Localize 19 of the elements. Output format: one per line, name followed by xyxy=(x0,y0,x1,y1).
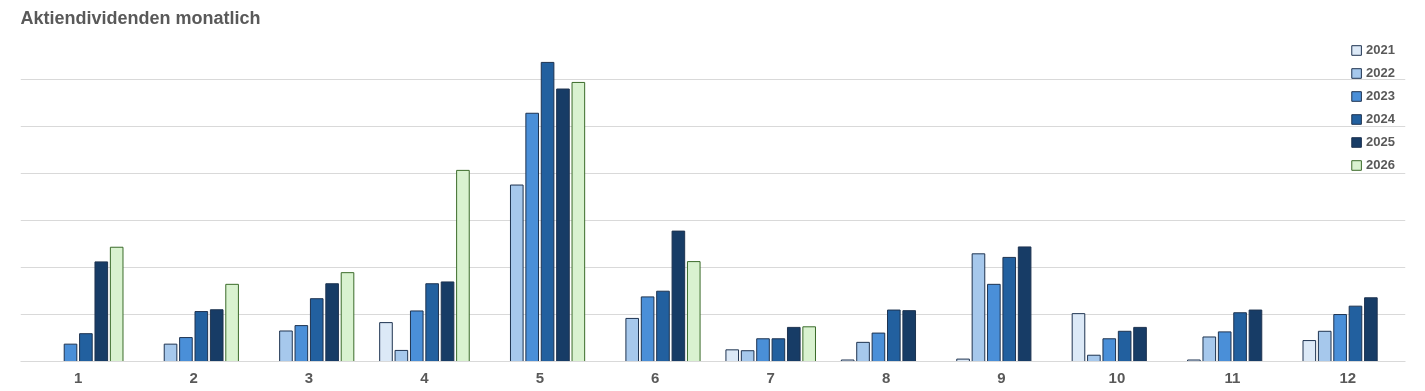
legend-label: 2023 xyxy=(1366,88,1395,103)
x-tick-label: 7 xyxy=(766,368,775,386)
x-tick-label: 9 xyxy=(997,368,1006,386)
legend-label: 2021 xyxy=(1366,42,1395,57)
x-tick-label: 1 xyxy=(74,368,83,386)
x-tick-label: 3 xyxy=(304,368,314,386)
x-tick-label: 12 xyxy=(1339,368,1357,386)
x-tick-label: 6 xyxy=(651,368,660,386)
chart-title: Aktiendividenden monatlich xyxy=(20,7,261,28)
x-tick-label: 2 xyxy=(189,368,198,386)
x-tick-label: 11 xyxy=(1224,368,1241,386)
x-tick-label: 10 xyxy=(1108,368,1126,386)
legend-label: 2025 xyxy=(1366,134,1395,149)
x-tick-label: 4 xyxy=(420,368,430,386)
legend-label: 2022 xyxy=(1366,65,1395,80)
x-tick-label: 8 xyxy=(881,368,891,386)
x-tick-label: 5 xyxy=(535,368,545,386)
legend-label: 2026 xyxy=(1366,157,1395,172)
legend-label: 2024 xyxy=(1366,111,1395,126)
